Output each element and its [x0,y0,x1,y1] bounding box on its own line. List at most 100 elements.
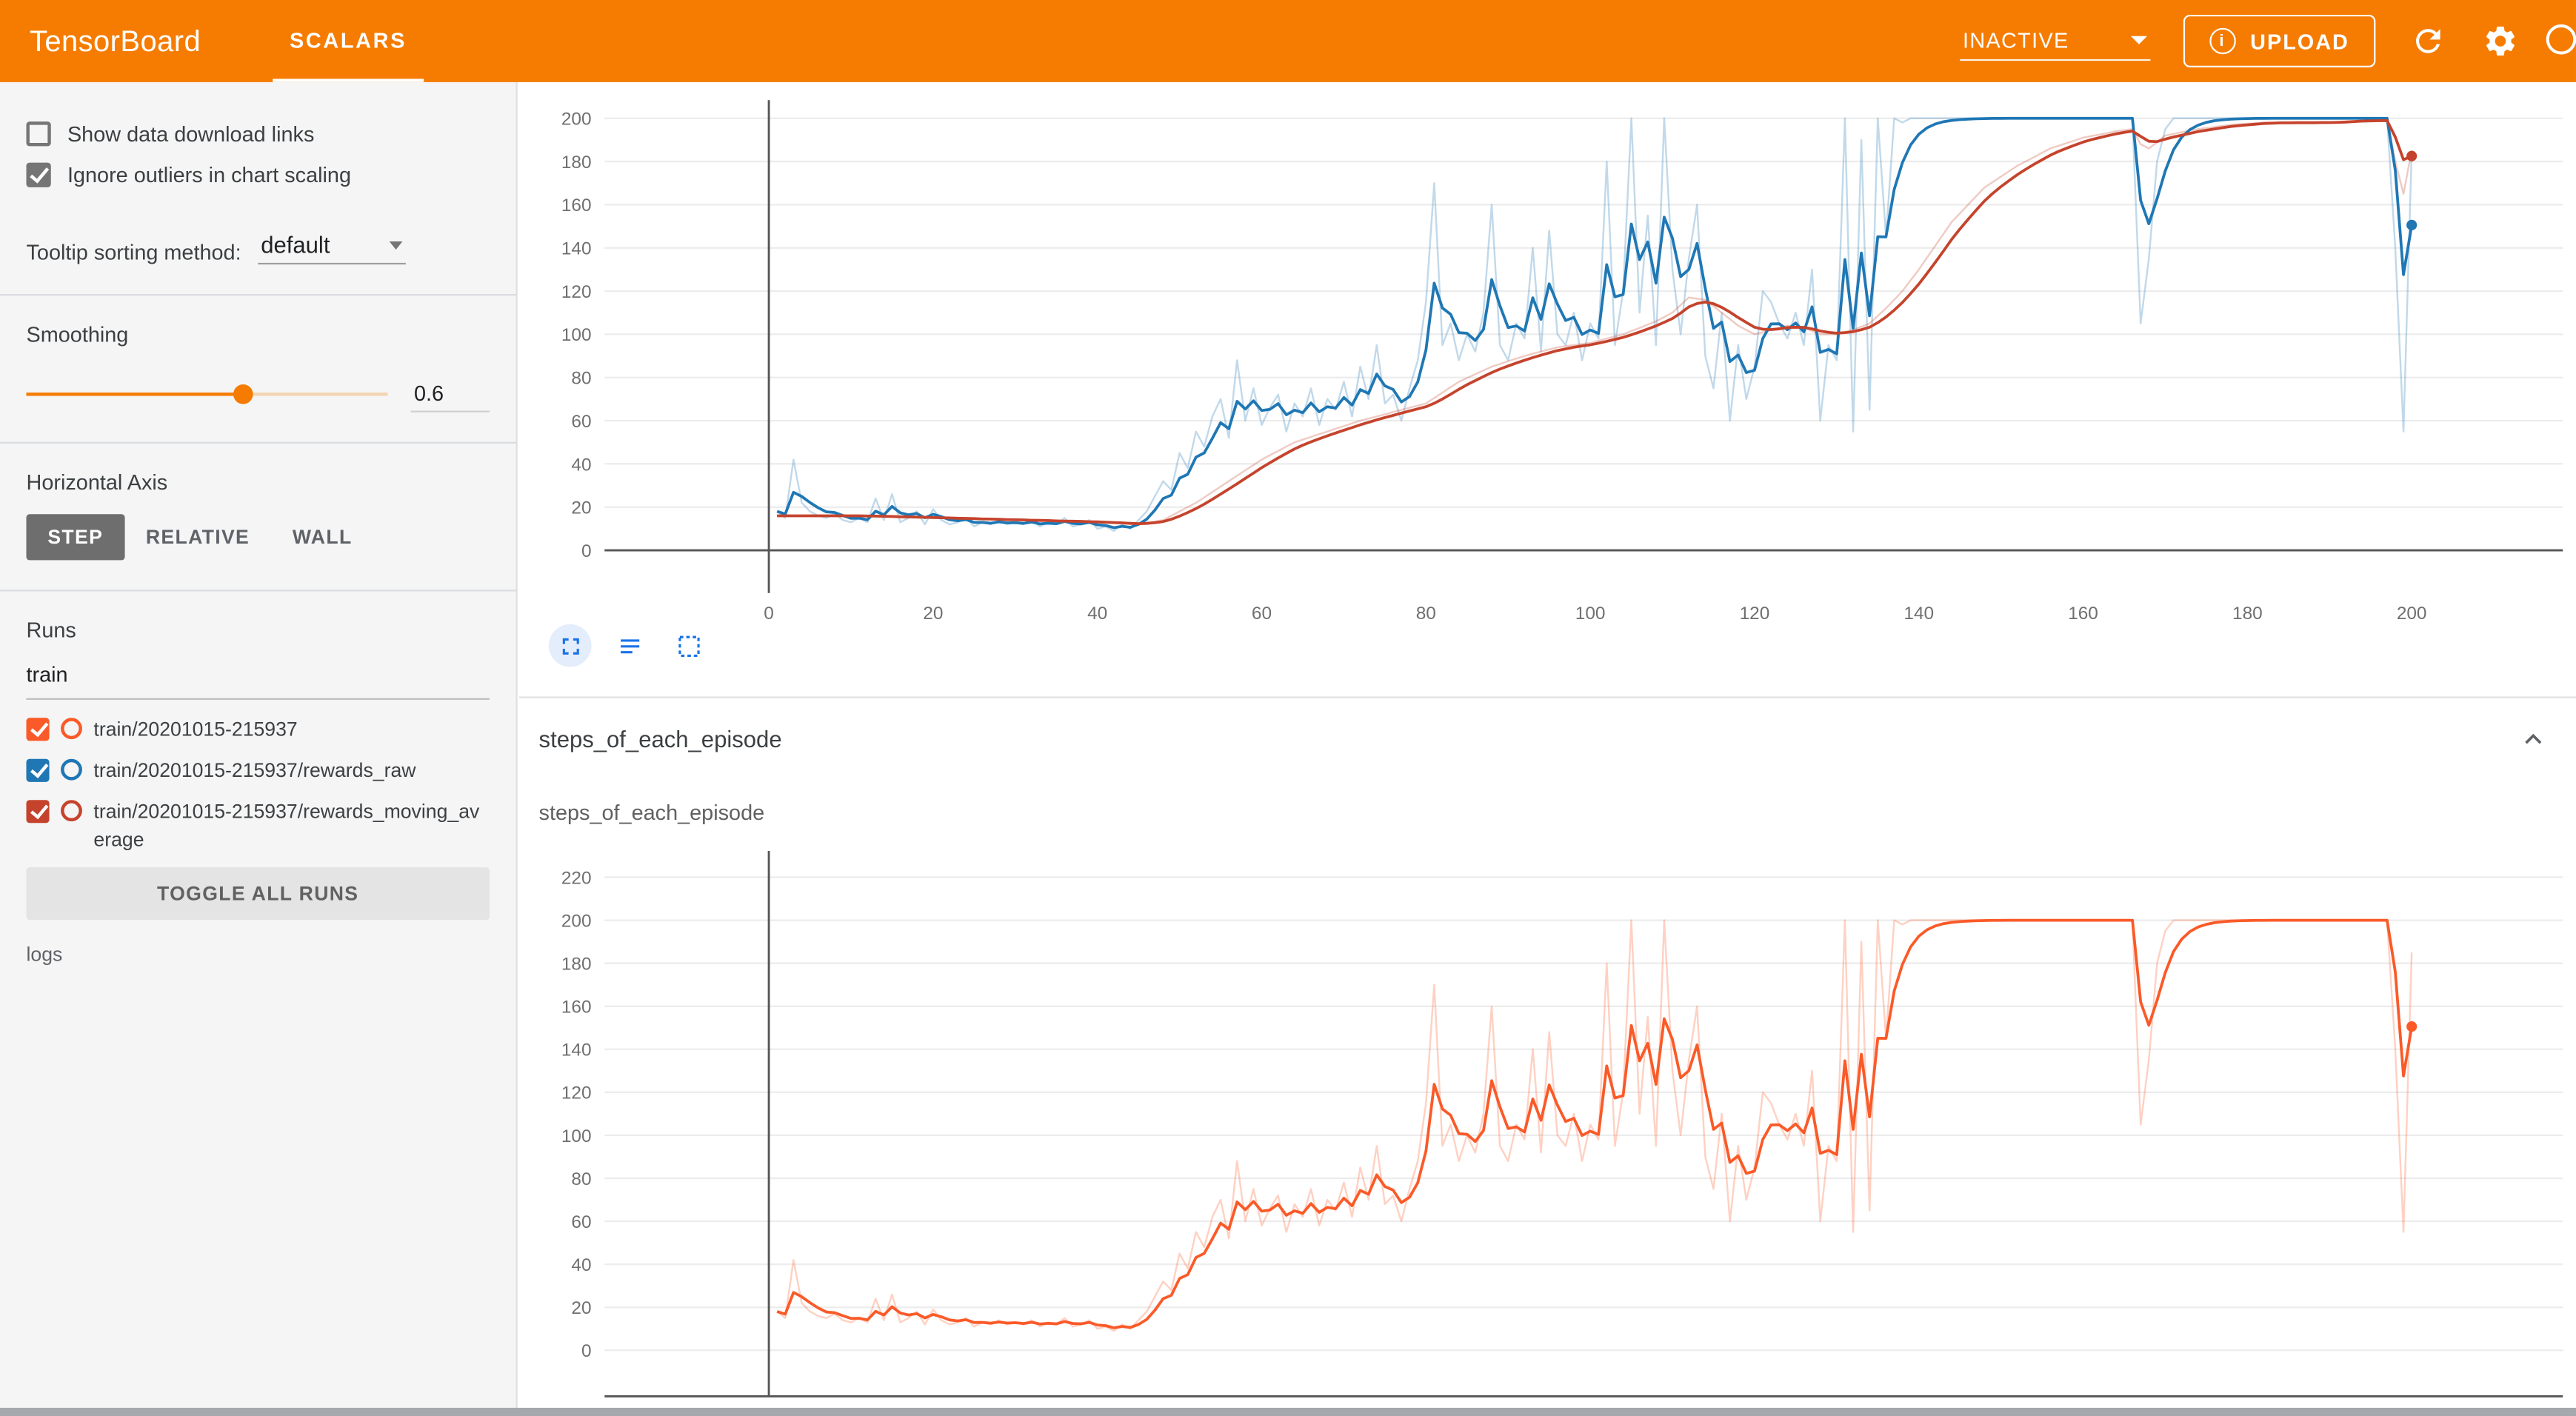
status-dropdown[interactable]: INACTIVE [1959,21,2150,61]
series-raw-line [776,919,2413,1332]
divider [518,696,2576,698]
x-axis-tick-label: 40 [1087,604,1107,624]
series-raw-line [776,117,2413,532]
settings-gear-icon[interactable] [2480,21,2520,61]
x-axis-tick-label: 100 [1575,604,1606,624]
x-axis-tick-label: 180 [2232,604,2263,624]
checkbox-ignore-outliers[interactable]: Ignore outliers in chart scaling [26,156,490,193]
rewards-chart[interactable]: 0 20 40 60 80 100 120 140 160 180 200 0 20 40 60 80 100 1… [522,90,2576,632]
settings-sidebar: Show data download links Ignore outliers… [0,81,518,1416]
divider [0,441,516,444]
series-smoothed-line [776,918,2414,1329]
topbar-actions: INACTIVE i UPLOAD [1959,14,2576,67]
x-axis-tick-label: 200 [2397,604,2427,624]
logs-label: logs [26,942,63,966]
x-axis-tick-label: 0 [764,604,774,624]
smoothing-slider[interactable] [26,383,388,406]
divider [0,590,516,592]
horizontal-axis-label: Horizontal Axis [26,470,168,495]
runs-list: train/20201015-215937 train/20201015-215… [26,716,490,852]
runs-label: Runs [26,618,76,643]
run-row[interactable]: train/20201015-215937/rewards_moving_ave… [26,799,490,852]
y-axis-tick-label: 140 [561,239,592,259]
x-axis-tick-label: 20 [923,604,943,624]
x-axis-tick-label: 140 [1903,604,1934,624]
y-axis-tick-label: 180 [561,153,592,173]
x-axis-tick-label: 120 [1740,604,1770,624]
axis-button-wall[interactable]: WALL [271,514,373,560]
y-axis-tick-label: 180 [561,955,592,975]
smoothing-control: 0.6 [26,376,490,413]
chevron-down-icon [389,240,402,250]
horizontal-axis-buttons: STEP RELATIVE WALL [26,514,490,561]
y-axis-tick-label: 60 [571,1212,591,1232]
run-label: train/20201015-215937/rewards_moving_ave… [93,801,480,851]
y-axis-tick-label: 0 [581,1341,592,1361]
run-label: train/20201015-215937 [93,718,298,741]
tooltip-sorting-select[interactable]: default [257,228,406,265]
chart-card-title: steps_of_each_episode [538,800,765,825]
smoothing-label: Smoothing [26,321,129,347]
checkbox-label: Ignore outliers in chart scaling [67,161,352,187]
status-dropdown-value: INACTIVE [1962,27,2069,53]
fit-domain-icon[interactable] [667,624,710,667]
slider-fill [26,393,244,396]
steps-of-each-episode-chart[interactable]: 0 20 40 60 80 100 120 140 160 180 200 220 [522,841,2576,1416]
y-axis-tick-label: 120 [561,1083,592,1103]
expand-icon[interactable] [548,624,592,667]
y-axis-tick-label: 60 [571,412,591,432]
y-axis-tick-label: 120 [561,282,592,302]
section-title: steps_of_each_episode [538,726,782,752]
x-axis-tick-label: 60 [1252,604,1272,624]
y-axis-tick-label: 20 [571,1298,591,1318]
axis-button-step[interactable]: STEP [26,514,125,561]
chart-toolbar [548,624,710,667]
y-axis-tick-label: 140 [561,1041,592,1061]
run-row[interactable]: train/20201015-215937/rewards_raw [26,758,490,784]
y-axis-tick-label: 160 [561,196,592,216]
tab-scalars[interactable]: SCALARS [273,0,424,82]
run-row[interactable]: train/20201015-215937 [26,716,490,743]
help-icon[interactable] [2543,21,2576,61]
runs-filter-input[interactable] [26,652,490,700]
top-app-bar: TensorBoard SCALARS INACTIVE i UPLOAD [0,0,2576,82]
y-axis-tick-label: 200 [561,911,592,931]
refresh-icon[interactable] [2409,21,2448,61]
y-axis-tick-label: 100 [561,1126,592,1146]
y-axis-tick-label: 160 [561,998,592,1018]
y-axis-tick-label: 220 [561,868,592,888]
run-checkbox [26,759,50,783]
data-table-icon[interactable] [608,624,651,667]
checkbox-show-data-download-links[interactable]: Show data download links [26,115,490,151]
info-icon: i [2209,27,2236,55]
y-axis-tick-label: 40 [571,455,591,475]
y-axis-tick-label: 20 [571,498,591,518]
tooltip-sorting-row: Tooltip sorting method: default [26,228,490,265]
series-endpoint-dot [2406,219,2417,231]
upload-button-label: UPLOAD [2250,28,2349,54]
y-axis-tick-label: 0 [581,541,592,561]
y-axis-tick-label: 40 [571,1255,591,1275]
axis-button-relative[interactable]: RELATIVE [124,514,271,560]
smoothing-value-input[interactable]: 0.6 [410,376,490,413]
section-header-steps-of-each-episode[interactable]: steps_of_each_episode [519,698,2576,781]
window-bottom-edge [0,1407,2576,1416]
tooltip-sorting-label: Tooltip sorting method: [26,239,241,265]
slider-thumb[interactable] [233,384,253,404]
scalars-dashboard: 0 20 40 60 80 100 120 140 160 180 200 0 20 40 60 80 100 1… [518,81,2576,1416]
y-axis-tick-label: 200 [561,110,592,130]
y-axis-tick-label: 80 [571,369,591,389]
run-color-indicator [61,718,82,740]
run-color-indicator [61,759,82,781]
app-title: TensorBoard [29,24,201,57]
tooltip-sorting-value: default [261,231,330,258]
series-smoothed-line [777,118,2412,526]
toggle-all-runs-button[interactable]: TOGGLE ALL RUNS [26,866,490,920]
chevron-up-icon[interactable] [2517,723,2549,755]
series-smoothed-line [776,116,2414,530]
y-axis-tick-label: 80 [571,1169,591,1189]
upload-button[interactable]: i UPLOAD [2183,14,2376,67]
run-checkbox [26,801,50,824]
checkbox-label: Show data download links [67,121,315,146]
